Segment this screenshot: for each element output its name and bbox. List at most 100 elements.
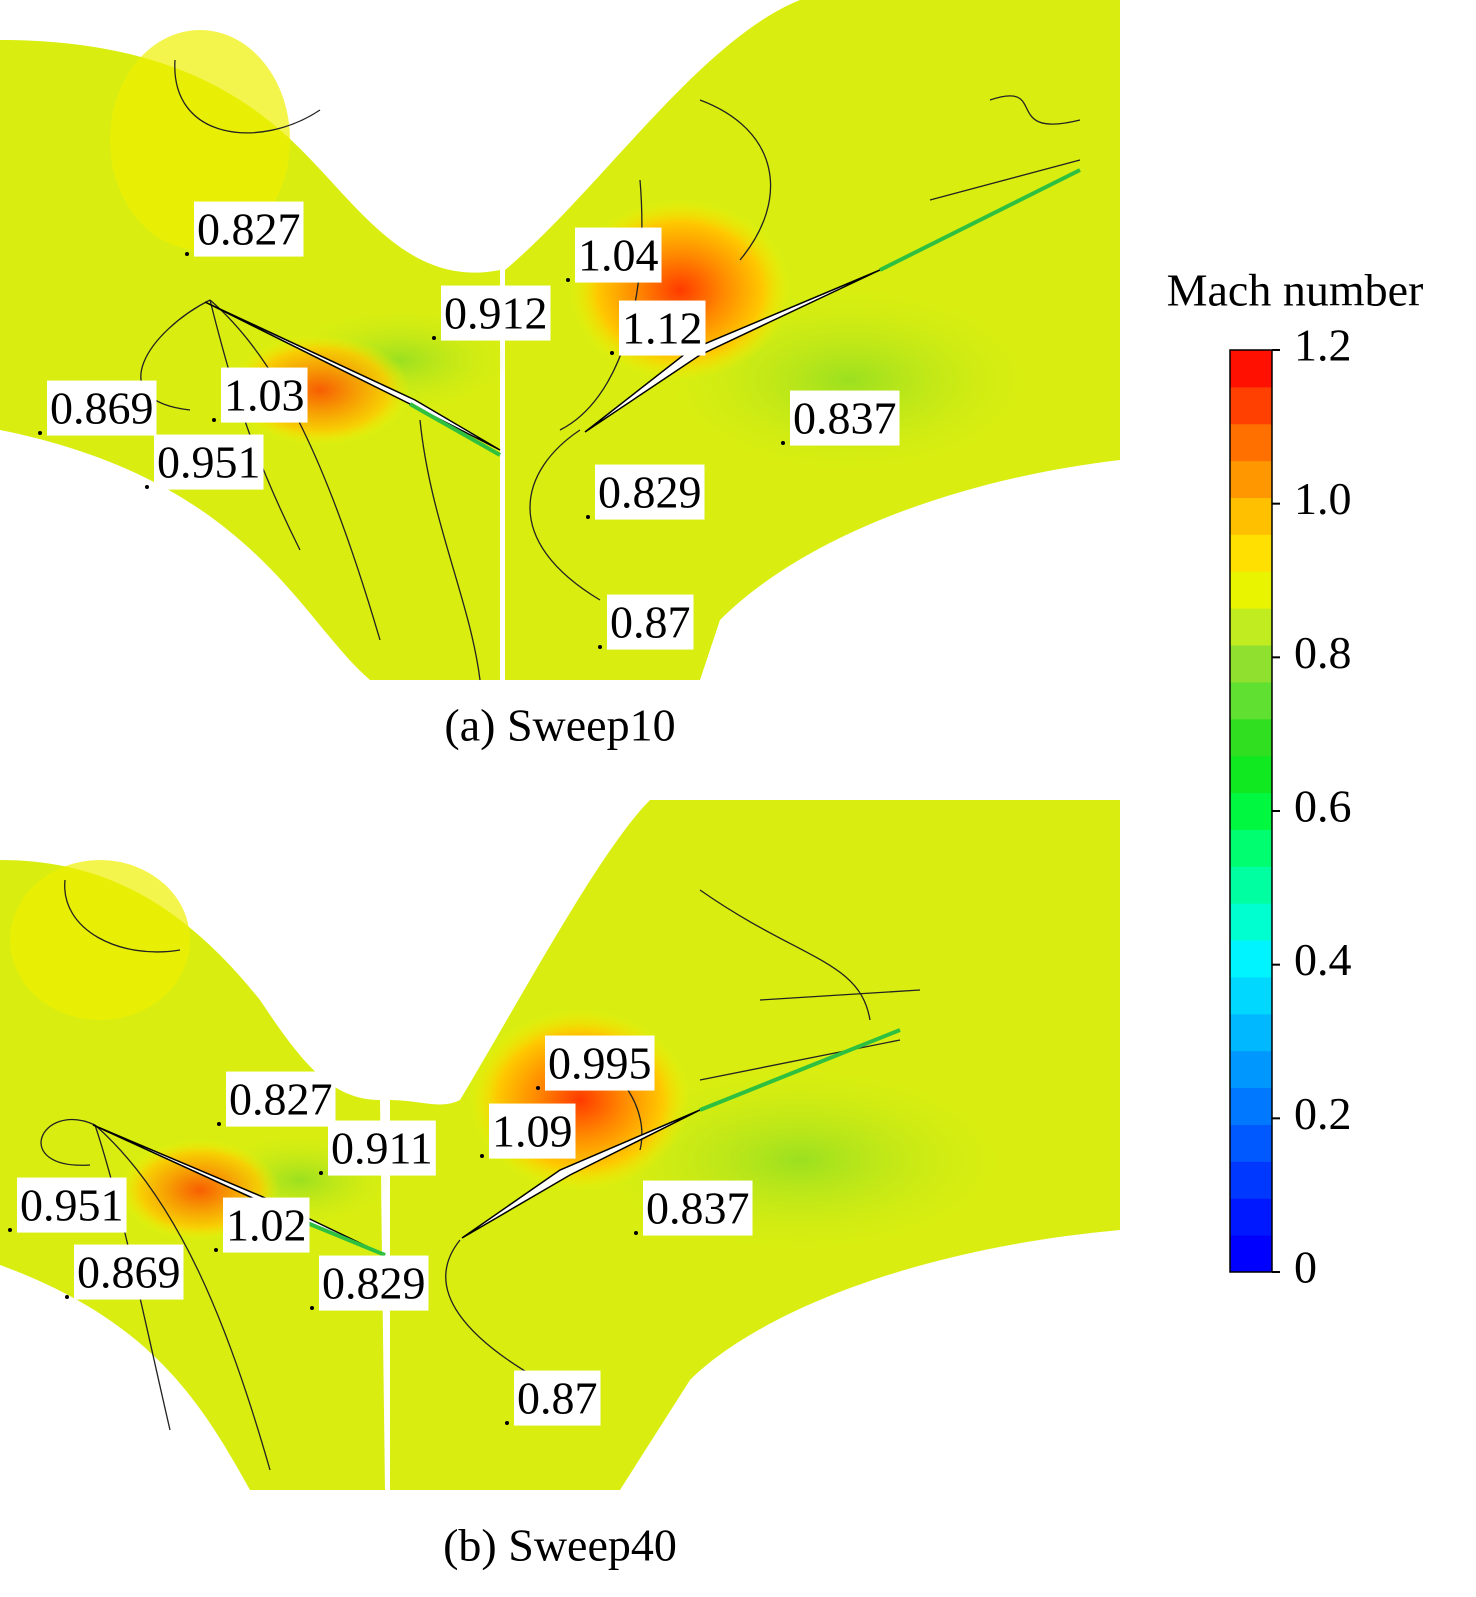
label-dot [432, 336, 436, 340]
colorbar-title: Mach number [1167, 265, 1424, 316]
contour-label: 0.869 [77, 1247, 181, 1298]
colorbar: 0 0.2 0.4 0.6 0.8 1.0 1.2 [1229, 320, 1352, 1293]
colorbar-band [1230, 1050, 1272, 1089]
label-box [575, 227, 662, 283]
colorbar-band [1230, 608, 1272, 646]
label-box [489, 1103, 576, 1159]
label-dot [185, 252, 189, 256]
colorbar-tick-label: 0.6 [1294, 781, 1352, 832]
colorbar-band [1230, 460, 1272, 499]
colorbar-band [1230, 645, 1272, 683]
caption: (a) Sweep10 [444, 700, 675, 751]
contour-label: 0.911 [331, 1123, 433, 1174]
label-box [607, 594, 694, 650]
label-dot [480, 1154, 484, 1158]
contour-label: 0.951 [157, 437, 261, 488]
colorbar-band [1230, 903, 1272, 941]
colorbar-band [1230, 1124, 1272, 1162]
label-dot [566, 278, 570, 282]
colorbar-band [1230, 866, 1272, 904]
contour-label: 0.995 [548, 1038, 652, 1089]
contour-label: 0.829 [598, 467, 702, 518]
label-dot [319, 1171, 323, 1175]
colorbar-tick-label: 1.0 [1294, 473, 1352, 524]
colorbar-band [1230, 423, 1272, 462]
colorbar-band [1230, 571, 1272, 609]
label-box [319, 1255, 429, 1311]
label-box [223, 1197, 310, 1253]
contour-label: 0.837 [793, 393, 897, 444]
label-dot [65, 1295, 69, 1299]
label-dot [586, 515, 590, 519]
contour-label: 0.87 [517, 1373, 598, 1424]
label-dot [610, 351, 614, 355]
label-dot [781, 441, 785, 445]
contour-label: 0.87 [610, 597, 691, 648]
colorbar-band [1230, 718, 1272, 757]
contour-label: 1.04 [578, 230, 659, 281]
label-box [74, 1244, 184, 1300]
label-box [545, 1035, 655, 1091]
contour-label: 1.12 [622, 303, 703, 354]
colorbar-band [1230, 829, 1272, 867]
label-box [790, 390, 900, 446]
label-dot [38, 431, 42, 435]
contour-label: 0.829 [322, 1258, 426, 1309]
colorbar-band [1230, 976, 1272, 1015]
colorbar-tick-label: 0 [1294, 1242, 1317, 1293]
contour-label: 1.02 [226, 1200, 307, 1251]
colorbar-tick-label: 1.2 [1294, 320, 1352, 371]
label-box [226, 1071, 336, 1127]
contour-label: 0.912 [444, 288, 548, 339]
colorbar-band [1230, 1087, 1272, 1125]
colorbar-band [1230, 1198, 1272, 1236]
label-box [47, 380, 157, 436]
contour-label: 0.951 [20, 1180, 124, 1231]
contour-label: 0.869 [50, 383, 154, 434]
label-dot [8, 1228, 12, 1232]
colorbar-band [1230, 1235, 1272, 1273]
colorbar-band [1230, 940, 1272, 978]
label-dot [145, 485, 149, 489]
label-dot [598, 645, 602, 649]
label-dot [536, 1086, 540, 1090]
label-box [154, 434, 264, 490]
panel-b-field [0, 800, 1120, 1490]
colorbar-band [1230, 792, 1272, 830]
label-box [643, 1180, 753, 1236]
label-dot [505, 1421, 509, 1425]
colorbar-tick-label: 0.8 [1294, 627, 1352, 678]
colorbar-band [1230, 1161, 1272, 1199]
caption: (b) Sweep40 [443, 1520, 677, 1571]
label-box [514, 1370, 601, 1426]
colorbar-band [1230, 534, 1272, 572]
label-dot [634, 1231, 638, 1235]
colorbar-tick-label: 0.4 [1294, 934, 1352, 985]
contour-label: 0.827 [197, 204, 301, 255]
contour-label: 1.03 [224, 370, 305, 421]
contour-label: 0.827 [229, 1074, 333, 1125]
label-box [441, 285, 551, 341]
label-box [194, 201, 304, 257]
label-dot [212, 418, 216, 422]
colorbar-band [1230, 350, 1272, 388]
colorbar-band [1230, 386, 1272, 425]
label-box [221, 367, 308, 423]
label-box [328, 1120, 436, 1176]
colorbar-band [1230, 755, 1272, 794]
contour-label: 1.09 [492, 1106, 573, 1157]
colorbar-tick-label: 0.2 [1294, 1088, 1352, 1139]
label-box [17, 1177, 127, 1233]
colorbar-band [1230, 1013, 1272, 1052]
contour-labels: 0.827 1.04 0.912 1.12 0.869 1.03 0.951 0.837 0.8… [8, 201, 900, 1426]
label-box [619, 300, 706, 356]
contour-label: 0.837 [646, 1183, 750, 1234]
label-dot [214, 1248, 218, 1252]
label-box [595, 464, 705, 520]
colorbar-band [1230, 497, 1272, 535]
panel-a-field [0, 0, 1120, 681]
label-dot [217, 1122, 221, 1126]
colorbar-band [1230, 681, 1272, 720]
label-dot [310, 1306, 314, 1310]
